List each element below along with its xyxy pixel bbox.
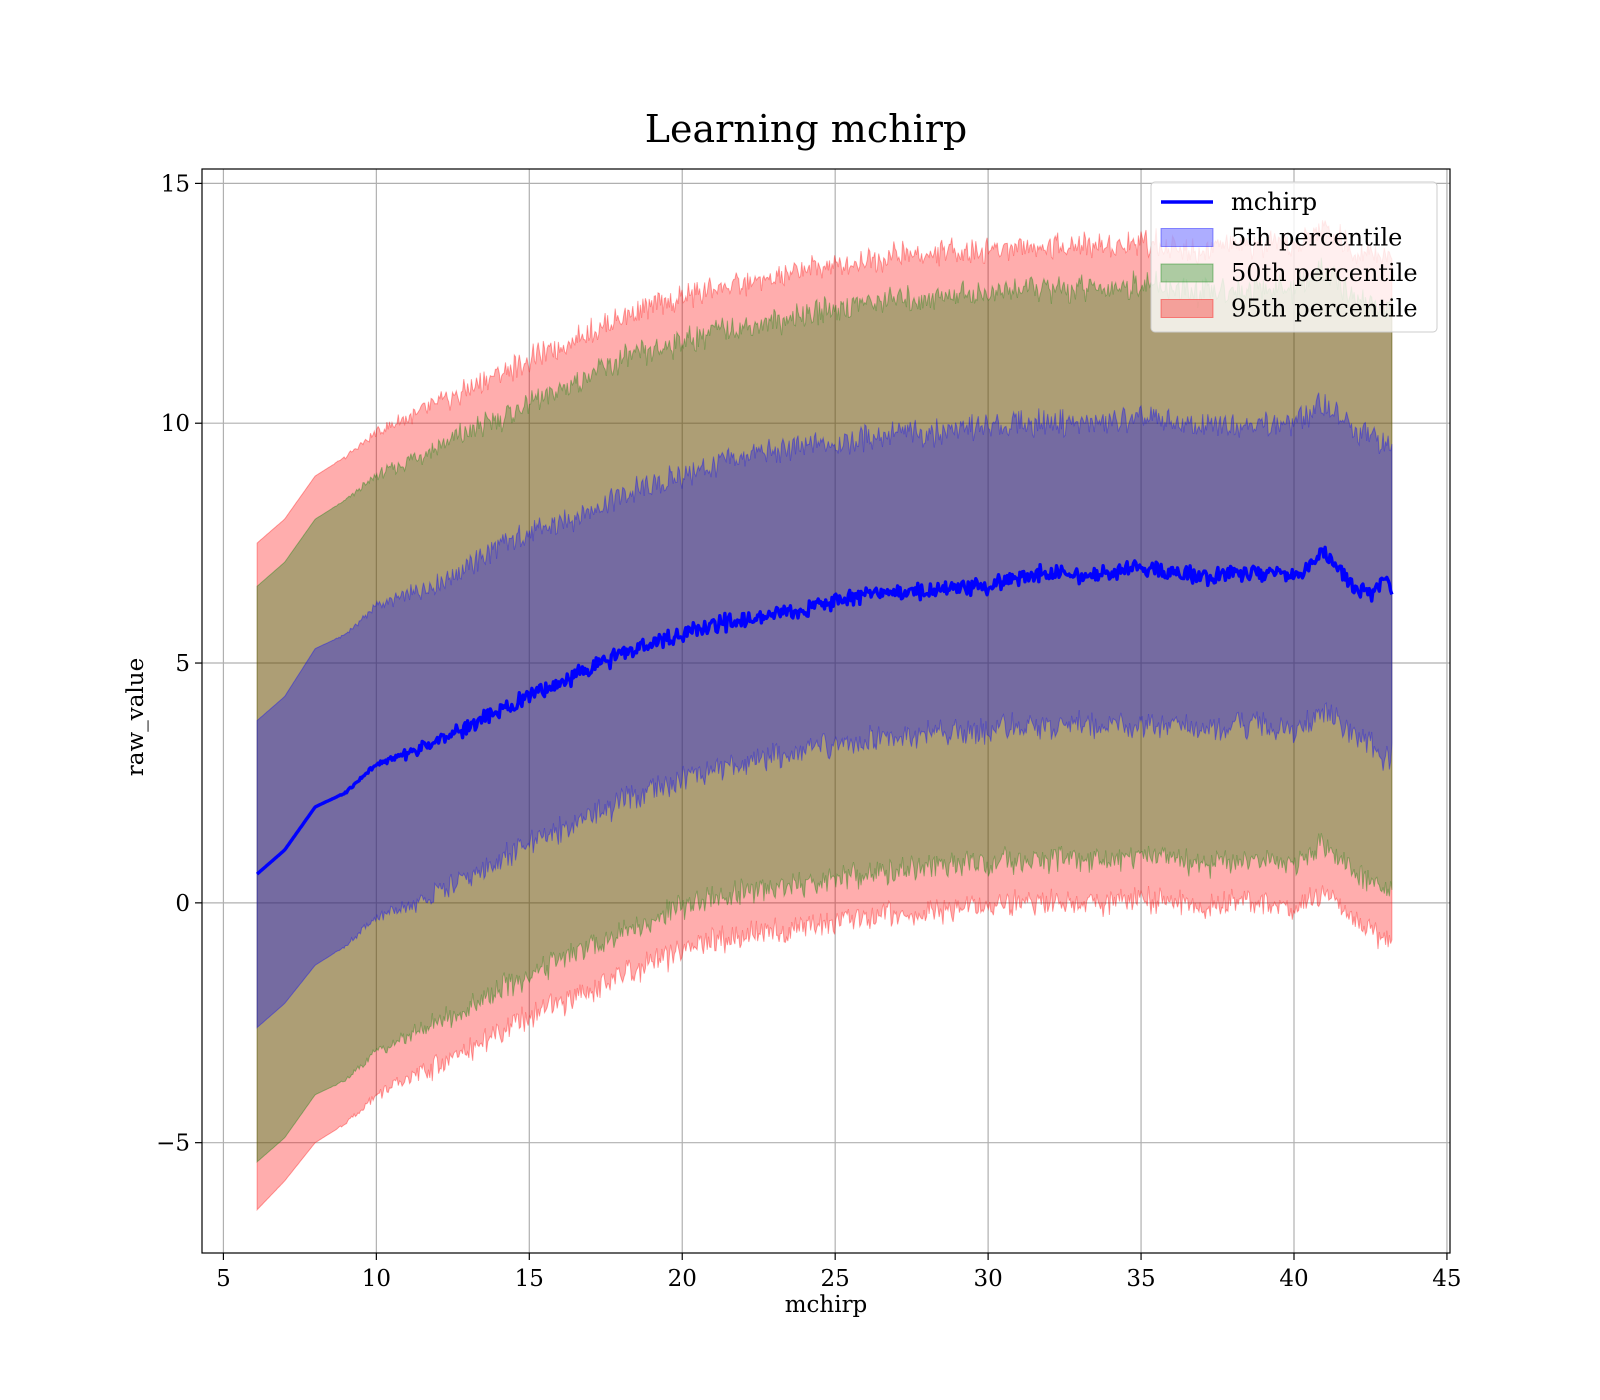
x-tick-label: 10: [362, 1266, 391, 1292]
legend-label: mchirp: [1231, 188, 1317, 216]
legend-label: 5th percentile: [1231, 224, 1402, 252]
x-tick-label: 40: [1279, 1266, 1308, 1292]
y-axis-label: raw_value: [123, 658, 149, 776]
legend: mchirp 5th percentile 50th percentile 95th …: [1150, 181, 1438, 333]
band-95th-percentile: [256, 220, 1393, 1212]
y-tick-label: 0: [175, 891, 190, 917]
x-tick-label: 5: [216, 1266, 231, 1292]
legend-swatch-patch: [1160, 299, 1214, 318]
ticks: 5 10 15 20 25 30 35 40 45 −5 0 5 10 15: [156, 171, 1461, 1292]
series-line-mchirp: [255, 545, 1394, 876]
x-tick-label: 15: [515, 1266, 544, 1292]
legend-box: [1150, 181, 1438, 333]
x-tick-label: 30: [973, 1266, 1002, 1292]
y-tick-label: 10: [161, 411, 190, 437]
band-5th-percentile: [256, 392, 1393, 1029]
legend-swatch-patch: [1160, 228, 1214, 247]
chart-title: Learning mchirp: [645, 107, 967, 151]
plot-area: 5 10 15 20 25 30 35 40 45 −5 0 5 10 15: [156, 168, 1462, 1292]
plot-frame: [201, 168, 1451, 1254]
x-tick-label: 45: [1432, 1266, 1461, 1292]
y-tick-label: 15: [161, 171, 190, 197]
x-axis-label: mchirp: [785, 1292, 868, 1318]
band-50th-percentile: [256, 257, 1393, 1164]
legend-swatch-patch: [1160, 263, 1214, 283]
legend-label: 50th percentile: [1231, 259, 1418, 287]
y-tick-label: 5: [175, 651, 190, 677]
legend-label: 95th percentile: [1231, 295, 1418, 323]
x-tick-label: 35: [1126, 1266, 1155, 1292]
x-tick-label: 20: [668, 1266, 697, 1292]
bands: [256, 220, 1393, 1212]
y-tick-label: −5: [156, 1131, 190, 1157]
x-tick-label: 25: [821, 1266, 850, 1292]
